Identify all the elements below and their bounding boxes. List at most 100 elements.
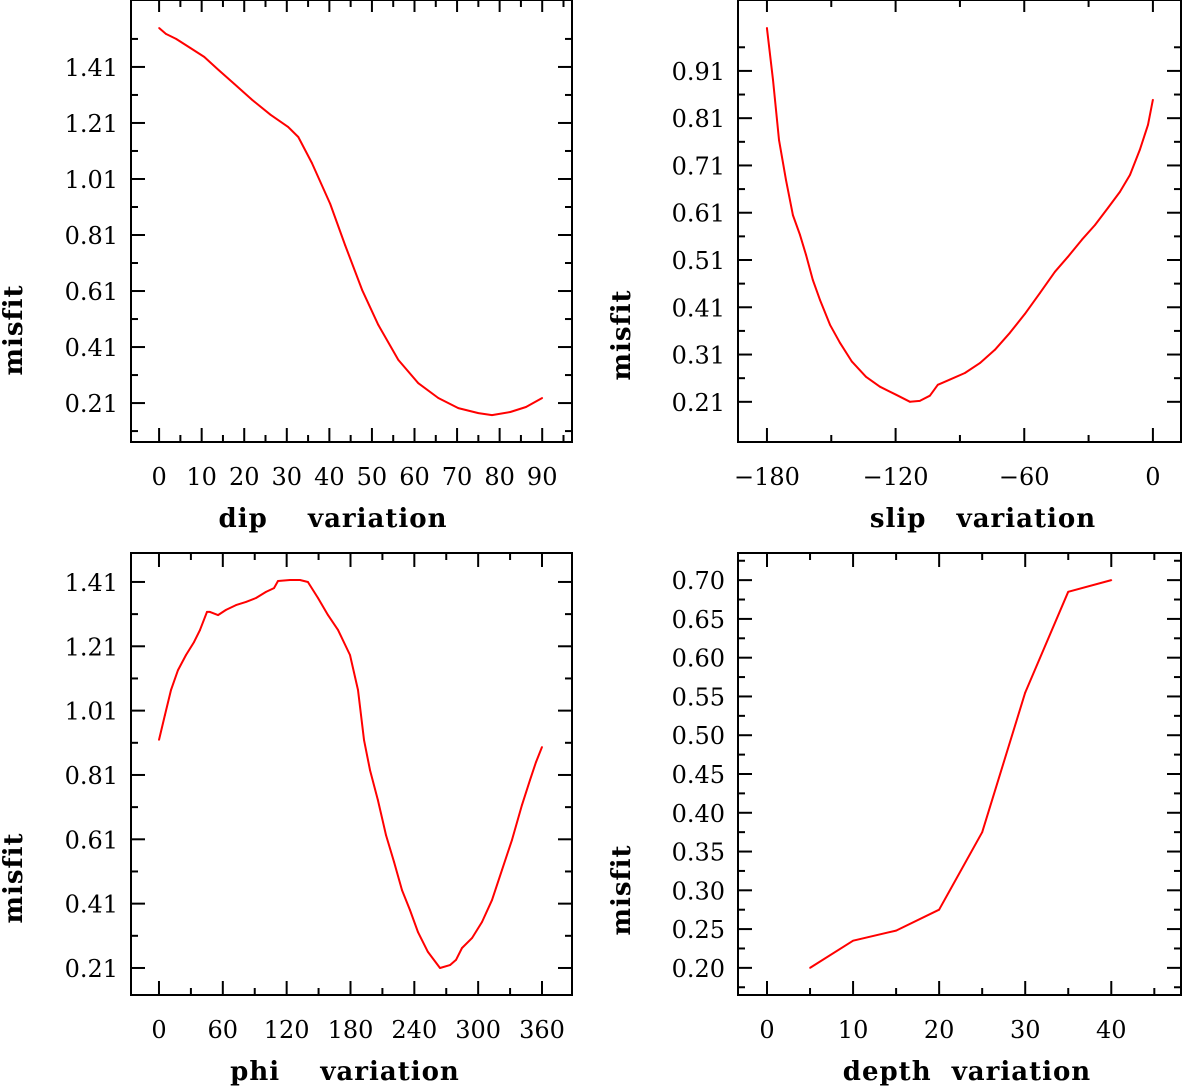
x-tick-label: −180 <box>734 463 800 491</box>
x-tick-label: 10 <box>838 1016 869 1044</box>
x-axis-title: dip variation <box>219 504 448 534</box>
y-axis-title: misfit <box>607 844 637 935</box>
data-point <box>1147 123 1149 126</box>
data-point <box>307 581 309 583</box>
x-axis-title: slip variation <box>870 504 1096 534</box>
data-point <box>251 99 254 101</box>
data-point <box>1039 292 1041 294</box>
data-point <box>963 372 966 374</box>
data-point <box>158 739 160 741</box>
data-point <box>439 967 441 969</box>
data-point <box>481 921 483 923</box>
data-point <box>277 580 279 582</box>
data-point <box>344 244 347 246</box>
data-point <box>193 641 195 644</box>
data-point <box>1054 270 1056 273</box>
data-point <box>525 406 527 408</box>
data-point <box>1138 148 1141 151</box>
y-tick-label: 0.61 <box>672 200 725 228</box>
data-point <box>805 253 807 256</box>
y-tick-label: 0.61 <box>65 826 118 854</box>
data-point <box>357 689 359 691</box>
series-line-slip <box>765 27 1154 403</box>
data-point <box>401 889 403 892</box>
x-tick-label: 10 <box>186 463 217 491</box>
data-point <box>799 234 801 236</box>
x-tick-label: 60 <box>399 463 430 491</box>
y-axis-title: misfit <box>0 284 29 375</box>
y-tick-label: 1.21 <box>65 633 118 661</box>
x-tick-label: 360 <box>519 1016 565 1044</box>
y-tick-label: 0.45 <box>672 761 725 789</box>
data-point <box>929 394 931 397</box>
panel-dip: dip variation misfit 0 10 20 30 40 50 60 70 80 90… <box>0 0 573 534</box>
data-point <box>477 412 480 415</box>
data-point <box>269 113 272 116</box>
data-point <box>327 614 329 616</box>
data-point <box>471 937 473 939</box>
data-point <box>417 382 420 385</box>
data-point <box>766 26 768 29</box>
series-line-phi <box>158 579 543 969</box>
data-point <box>1129 174 1131 176</box>
data-point <box>170 689 172 691</box>
data-point <box>255 597 257 599</box>
series-line-dip <box>158 27 543 417</box>
data-point <box>311 162 313 164</box>
data-point <box>457 407 460 410</box>
y-tick-label: 1.01 <box>65 166 118 194</box>
data-point <box>185 654 187 656</box>
x-tick-label: 30 <box>1010 1016 1041 1044</box>
data-point <box>501 868 503 871</box>
data-point <box>909 400 911 403</box>
data-point <box>491 899 493 902</box>
x-tick-label: 0 <box>151 1016 166 1044</box>
data-point <box>981 831 984 834</box>
x-tick-label: 0 <box>151 463 166 491</box>
data-point <box>287 125 289 128</box>
data-point <box>509 411 512 413</box>
data-point <box>1024 691 1027 694</box>
data-point <box>1118 191 1121 193</box>
x-axis-title: phi variation <box>230 1057 460 1086</box>
data-point <box>521 803 523 806</box>
x-tick-label: −120 <box>863 463 929 491</box>
data-point <box>778 139 780 141</box>
data-point <box>273 587 275 589</box>
y-tick-label: 1.41 <box>65 54 118 82</box>
y-tick-label: 0.30 <box>672 877 725 905</box>
data-point <box>225 609 227 611</box>
data-point <box>409 909 411 911</box>
y-tick-label: 0.60 <box>672 645 725 673</box>
x-tick-label: 80 <box>484 463 515 491</box>
data-point <box>329 203 332 205</box>
x-tick-label: 60 <box>208 1016 239 1044</box>
y-tick-label: 0.21 <box>65 390 118 418</box>
data-point <box>317 597 319 599</box>
data-point <box>1094 224 1096 226</box>
data-point <box>217 68 220 71</box>
data-point <box>948 378 951 381</box>
data-point <box>772 78 774 81</box>
x-tick-label: 40 <box>314 463 345 491</box>
y-tick-label: 0.61 <box>65 278 118 306</box>
data-point <box>1067 590 1070 593</box>
y-tick-label: 0.41 <box>672 294 725 322</box>
y-tick-label: 0.91 <box>672 58 725 86</box>
data-point <box>918 399 921 402</box>
data-point <box>829 323 831 326</box>
data-point <box>217 614 219 616</box>
data-point <box>377 324 380 326</box>
y-tick-label: 0.70 <box>672 567 725 595</box>
data-point <box>369 769 371 772</box>
data-point <box>938 908 941 911</box>
y-tick-label: 0.55 <box>672 683 725 711</box>
y-tick-label: 1.01 <box>65 698 118 726</box>
x-tick-label: 120 <box>264 1016 310 1044</box>
y-tick-label: 0.50 <box>672 722 725 750</box>
x-tick-label: 30 <box>272 463 303 491</box>
data-point <box>363 739 365 741</box>
data-point <box>785 179 787 182</box>
data-point <box>535 761 537 763</box>
x-tick-label: 90 <box>527 463 558 491</box>
